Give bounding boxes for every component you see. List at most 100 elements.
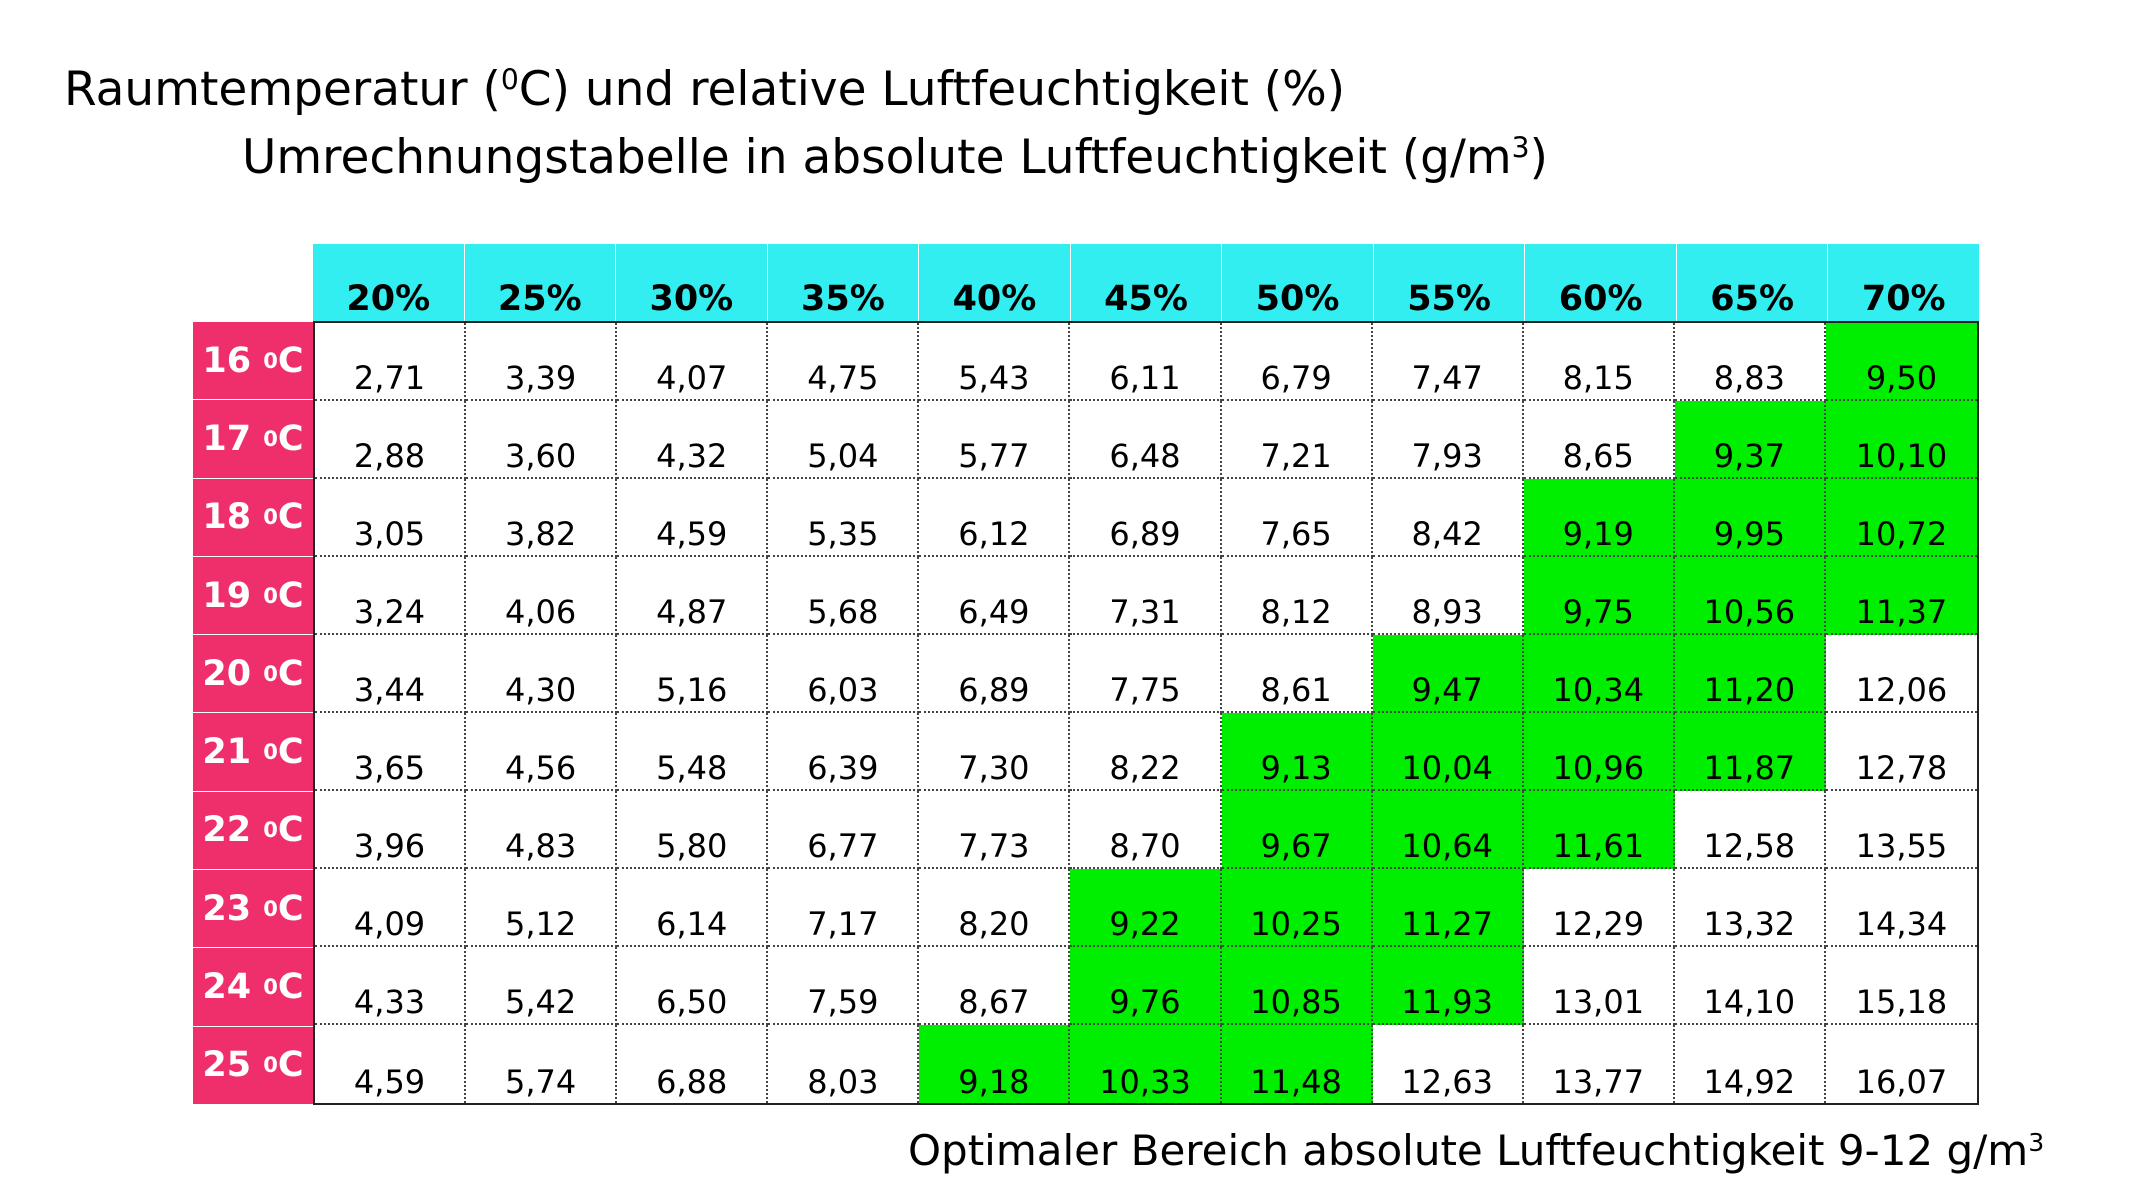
title-line2-sup: 3 — [1511, 131, 1530, 165]
table-cell: 4,83 — [466, 791, 618, 869]
table-cell: 15,18 — [1825, 947, 1977, 1025]
table-cell: 7,59 — [768, 947, 920, 1025]
table-cell: 7,31 — [1070, 557, 1222, 635]
table-cell: 11,93 — [1372, 947, 1524, 1025]
row-label-number: 25 — [202, 1045, 252, 1086]
table-cell: 5,68 — [768, 557, 920, 635]
table-cell: 7,65 — [1221, 479, 1373, 557]
table-cell: 10,25 — [1221, 869, 1373, 947]
table-cell: 4,06 — [466, 557, 618, 635]
column-header: 65% — [1675, 244, 1828, 321]
row-label-unit: C — [277, 810, 304, 851]
table-cell: 7,17 — [768, 869, 920, 947]
table-cell: 10,56 — [1674, 557, 1826, 635]
table-cell: 3,05 — [315, 479, 467, 557]
title-line2-suffix: ) — [1529, 130, 1548, 185]
table-cell: 6,11 — [1070, 323, 1222, 401]
column-header: 20% — [346, 279, 431, 319]
table-cell: 11,48 — [1221, 1025, 1373, 1103]
table-cell: 10,04 — [1372, 713, 1524, 791]
table-cell: 4,87 — [617, 557, 769, 635]
row-label-unit: C — [277, 653, 304, 694]
title-line1-suffix: C) und relative Luftfeuchtigkeit (%) — [518, 62, 1346, 117]
table-cell: 8,65 — [1523, 401, 1675, 479]
table-cell: 8,42 — [1372, 479, 1524, 557]
row-label-number: 18 — [202, 497, 252, 538]
table-cell: 4,59 — [315, 1025, 467, 1103]
table-cell: 5,04 — [768, 401, 920, 479]
table-cell: 12,78 — [1825, 713, 1977, 791]
table-cell: 3,39 — [466, 323, 618, 401]
table-cell: 8,15 — [1523, 323, 1675, 401]
table-cell: 8,20 — [919, 869, 1071, 947]
table-cell: 7,21 — [1221, 401, 1373, 479]
table-cell: 9,47 — [1372, 635, 1524, 713]
column-header: 55% — [1372, 244, 1525, 321]
row-label-number: 16 — [202, 340, 252, 381]
table-cell: 10,96 — [1523, 713, 1675, 791]
table-cell: 6,88 — [617, 1025, 769, 1103]
table-cell: 8,83 — [1674, 323, 1826, 401]
table-cell: 5,74 — [466, 1025, 618, 1103]
table-cell: 8,12 — [1221, 557, 1373, 635]
table-cell: 7,30 — [919, 713, 1071, 791]
table-cell: 14,10 — [1674, 947, 1826, 1025]
table-cell: 11,27 — [1372, 869, 1524, 947]
column-header: 60% — [1524, 244, 1676, 321]
humidity-header-row: 20% 25% 30% 35% 40% 45% 50% 55% 60% 65% 70% — [313, 244, 1979, 321]
table-cell: 8,61 — [1221, 635, 1373, 713]
footer-text: Optimaler Bereich absolute Luftfeuchtigk… — [908, 1126, 2029, 1175]
table-cell: 6,48 — [1070, 401, 1222, 479]
table-cell: 9,67 — [1221, 791, 1373, 869]
column-header: 30% — [615, 244, 767, 321]
table-cell: 4,07 — [617, 323, 769, 401]
table-cell: 9,22 — [1070, 869, 1222, 947]
column-header: 35% — [766, 244, 919, 321]
table-cell: 9,18 — [919, 1025, 1071, 1103]
column-header: 45% — [1069, 244, 1222, 321]
row-label-number: 17 — [202, 418, 252, 459]
table-cell: 4,09 — [315, 869, 467, 947]
table-cell: 11,20 — [1674, 635, 1826, 713]
table-cell: 6,03 — [768, 635, 920, 713]
table-cell: 6,49 — [919, 557, 1071, 635]
table-cell: 13,01 — [1523, 947, 1675, 1025]
table-cell: 9,76 — [1070, 947, 1222, 1025]
table-cell: 5,12 — [466, 869, 618, 947]
table-cell: 12,06 — [1825, 635, 1977, 713]
table-cell: 6,89 — [1070, 479, 1222, 557]
table-cell: 7,93 — [1372, 401, 1524, 479]
table-cell: 8,70 — [1070, 791, 1222, 869]
table-cell: 7,75 — [1070, 635, 1222, 713]
table-cell: 2,88 — [315, 401, 467, 479]
table-cell: 4,33 — [315, 947, 467, 1025]
title-line2-prefix: Umrechnungstabelle in absolute Luftfeuch… — [242, 130, 1512, 185]
table-cell: 13,32 — [1674, 869, 1826, 947]
conversion-table-grid: 2,71 3,39 4,07 4,75 5,43 6,11 6,79 7,47 8,15 8,83… — [313, 321, 1979, 1105]
table-cell: 6,50 — [617, 947, 769, 1025]
table-cell: 14,34 — [1825, 869, 1977, 947]
column-header: 25% — [463, 244, 616, 321]
optimal-range-note: Optimaler Bereich absolute Luftfeuchtigk… — [908, 1126, 2044, 1175]
table-cell: 5,80 — [617, 791, 769, 869]
table-cell: 10,10 — [1825, 401, 1977, 479]
title-line1-sup: 0 — [500, 63, 519, 97]
table-cell: 5,77 — [919, 401, 1071, 479]
table-cell: 5,16 — [617, 635, 769, 713]
table-cell: 6,14 — [617, 869, 769, 947]
table-cell: 8,03 — [768, 1025, 920, 1103]
table-cell: 13,55 — [1825, 791, 1977, 869]
title-line1-prefix: Raumtemperatur ( — [64, 62, 501, 117]
row-label-unit: C — [277, 575, 304, 616]
table-cell: 3,44 — [315, 635, 467, 713]
table-cell: 9,13 — [1221, 713, 1373, 791]
table-cell: 9,75 — [1523, 557, 1675, 635]
